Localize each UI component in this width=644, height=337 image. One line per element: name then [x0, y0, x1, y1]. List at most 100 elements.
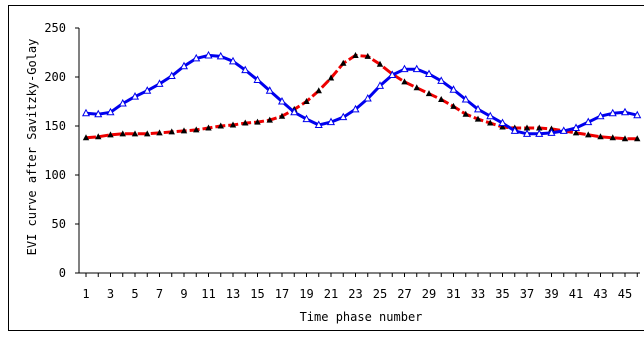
data-point [474, 115, 482, 122]
x-tick-labels: 1 3 5 7 9 11 13 15 17 19 21 23 25 27 29 31 33 35 37 39 41 43 4… [82, 287, 632, 301]
data-point [241, 65, 250, 74]
data-point [131, 130, 139, 137]
data-point [522, 129, 532, 137]
data-point [314, 120, 323, 129]
data-point [400, 64, 409, 73]
x-tick-label: 23 [348, 287, 362, 301]
data-point [130, 92, 140, 100]
x-tick-label: 45 [618, 287, 632, 301]
data-point [315, 87, 322, 94]
data-point [118, 98, 127, 107]
series-layer [81, 50, 642, 142]
data-point [326, 117, 336, 126]
data-point [473, 104, 483, 113]
x-tick-label: 31 [446, 287, 460, 301]
y-tick-label: 100 [44, 168, 66, 182]
data-point [572, 129, 580, 136]
series-2 [82, 51, 641, 142]
data-point [278, 112, 286, 119]
data-point [204, 50, 213, 59]
data-point [571, 123, 581, 131]
data-point [450, 102, 457, 109]
data-point [180, 127, 188, 134]
x-tick-label: 41 [569, 287, 583, 301]
data-point [216, 51, 225, 60]
data-point [155, 79, 164, 87]
data-point [634, 135, 641, 142]
data-point [437, 76, 446, 84]
data-point [597, 133, 604, 140]
data-point [585, 131, 592, 138]
x-tick-label: 39 [544, 287, 558, 301]
data-point [327, 74, 335, 81]
data-point [266, 116, 273, 123]
data-point [621, 135, 629, 142]
data-point [608, 108, 617, 117]
data-point [303, 98, 310, 104]
data-point [461, 94, 470, 103]
data-point [302, 114, 311, 123]
axes [75, 27, 640, 277]
data-point [547, 128, 556, 136]
data-point [523, 124, 531, 131]
data-point [107, 131, 114, 138]
data-point [487, 119, 494, 126]
data-point [192, 53, 201, 62]
x-tick-label: 3 [107, 287, 114, 301]
data-point [156, 129, 163, 136]
data-point [535, 129, 544, 137]
data-point [633, 110, 642, 119]
data-point [95, 133, 102, 140]
data-point [94, 109, 103, 118]
y-tick-label: 150 [44, 119, 66, 133]
y-axis-title: EVI curve after Savitzky-Golay [25, 39, 39, 256]
data-point [119, 130, 126, 137]
data-point [253, 75, 262, 83]
data-point [401, 78, 408, 85]
data-point [413, 84, 420, 91]
data-point [388, 70, 397, 79]
data-point [364, 52, 371, 59]
data-point [412, 64, 421, 73]
data-point [290, 107, 299, 116]
data-point [363, 93, 372, 102]
data-point [205, 124, 212, 131]
data-point [193, 126, 200, 133]
data-point [144, 130, 151, 137]
y-tick-label: 200 [44, 70, 66, 84]
data-point [375, 81, 385, 89]
data-point [228, 56, 238, 65]
data-point [254, 118, 261, 125]
x-tick-label: 37 [520, 287, 534, 301]
x-tick-label: 9 [180, 287, 187, 301]
data-point [352, 51, 359, 58]
series-line [85, 53, 638, 141]
data-point [265, 86, 274, 94]
data-point [620, 107, 630, 116]
x-tick-label: 33 [471, 287, 485, 301]
data-point [449, 85, 458, 93]
data-point [81, 108, 91, 117]
series-1 [81, 50, 642, 137]
data-point [609, 134, 616, 141]
x-tick-label: 7 [156, 287, 163, 301]
data-point [510, 126, 519, 134]
x-tick-label: 25 [373, 287, 387, 301]
data-point [242, 119, 249, 126]
x-tick-label: 13 [226, 287, 240, 301]
data-point [339, 112, 348, 121]
x-tick-label: 1 [82, 287, 89, 301]
data-point [424, 69, 434, 78]
x-tick-label: 35 [495, 287, 509, 301]
data-point [536, 124, 543, 131]
x-tick-label: 29 [422, 287, 436, 301]
data-point [179, 61, 189, 70]
x-axis-title: Time phase number [300, 310, 423, 324]
x-tick-label: 17 [275, 287, 289, 301]
x-tick-label: 11 [201, 287, 215, 301]
y-tick-label: 0 [59, 266, 66, 280]
data-point [167, 71, 176, 80]
series-line [85, 53, 638, 136]
x-tick-label: 43 [593, 287, 607, 301]
